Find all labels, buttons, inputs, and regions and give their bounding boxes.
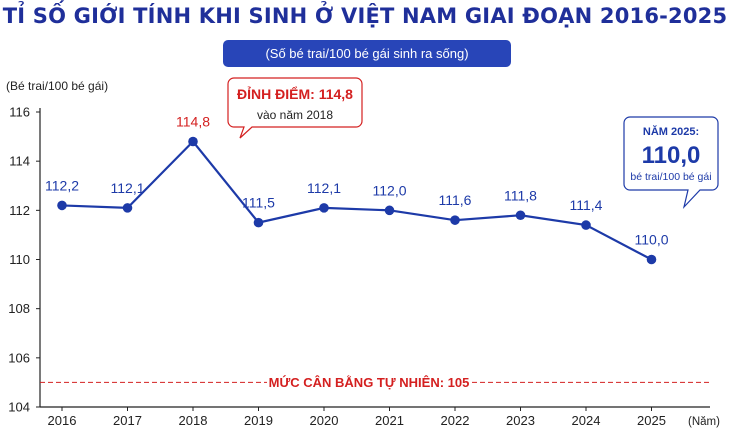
chart-title: TỈ SỐ GIỚI TÍNH KHI SINH Ở VIỆT NAM GIAI…	[2, 4, 728, 28]
x-tick-label: 2022	[441, 413, 470, 428]
latest-callout-line3: bé trai/100 bé gái	[630, 171, 711, 183]
y-tick-label: 114	[9, 154, 30, 169]
y-tick-label: 106	[8, 350, 30, 365]
reference-line-group: MỨC CÂN BẰNG TỰ NHIÊN: 105	[40, 373, 712, 392]
x-tick-label: 2016	[48, 413, 77, 428]
data-point-2021	[384, 205, 395, 216]
x-axis-label: (Năm)	[688, 416, 720, 428]
series-line	[61, 139, 653, 261]
data-label-2017: 112,1	[111, 180, 145, 196]
data-label-2020: 112,1	[307, 180, 341, 196]
x-tick-label: 2020	[310, 413, 339, 428]
data-label-2018: 114,8	[176, 114, 210, 130]
x-tick-label: 2025	[637, 413, 666, 428]
reference-label: MỨC CÂN BẰNG TỰ NHIÊN: 105	[269, 375, 470, 390]
x-tick-label: 2023	[506, 413, 535, 428]
reference-label-background	[267, 373, 471, 392]
data-label-2022: 111,6	[439, 192, 472, 208]
x-tick-label: 2017	[113, 413, 142, 428]
latest-callout-value: 110,0	[642, 142, 701, 169]
data-point-2017	[122, 203, 133, 213]
y-axis-label: (Bé trai/100 bé gái)	[6, 79, 108, 93]
data-label-2025: 110,0	[635, 232, 669, 248]
data-points	[57, 136, 657, 265]
x-tick-label: 2021	[375, 413, 404, 428]
peak-callout-text: vào năm 2018	[257, 108, 333, 122]
data-point-2024	[581, 220, 591, 230]
x-tick-label: 2024	[572, 413, 601, 428]
data-label-2024: 111,4	[570, 197, 603, 213]
data-point-2016	[57, 200, 67, 211]
chart-subtitle: (Số bé trai/100 bé gái sinh ra sống)	[223, 40, 511, 67]
axes: (Bé trai/100 bé gái) (Năm)	[6, 79, 720, 428]
y-ticks: 104 106 108 110 112 114 116	[8, 105, 40, 415]
y-tick-label: 110	[9, 252, 30, 267]
x-tick-label: 2019	[244, 413, 273, 428]
peak-callout: ĐỈNH ĐIỂM: 114,8 vào năm 2018	[227, 77, 363, 139]
latest-callout-box	[623, 116, 719, 210]
series-line-group	[61, 139, 653, 261]
data-label-2016: 112,2	[45, 177, 79, 193]
latest-callout-line1: NĂM 2025:	[643, 125, 699, 138]
peak-callout-title: ĐỈNH ĐIỂM: 114,8	[237, 85, 353, 102]
data-point-2025	[646, 254, 657, 265]
latest-callout: NĂM 2025: 110,0 bé trai/100 bé gái	[623, 116, 719, 210]
data-label-2019: 111,5	[242, 195, 275, 211]
data-point-2020	[319, 203, 329, 213]
y-tick-label: 116	[9, 105, 30, 120]
data-point-2022	[450, 215, 460, 225]
peak-callout-box	[227, 77, 363, 139]
data-point-2023	[515, 210, 526, 221]
data-label-2023: 111,8	[504, 187, 537, 203]
data-labels: 112,2 112,1 114,8 111,5 112,1 112,0 111,6 111,8…	[45, 114, 669, 248]
y-tick-label: 108	[8, 301, 30, 316]
x-ticks: 2016 2017 2018 2019 2020 2021 2022 2023 2024 2025	[48, 407, 666, 428]
y-tick-label: 104	[8, 400, 30, 415]
y-tick-label: 112	[9, 203, 30, 218]
data-label-2021: 112,0	[373, 182, 407, 198]
x-tick-label: 2018	[179, 413, 208, 428]
data-point-2019	[253, 217, 264, 228]
data-point-2018	[188, 136, 198, 147]
